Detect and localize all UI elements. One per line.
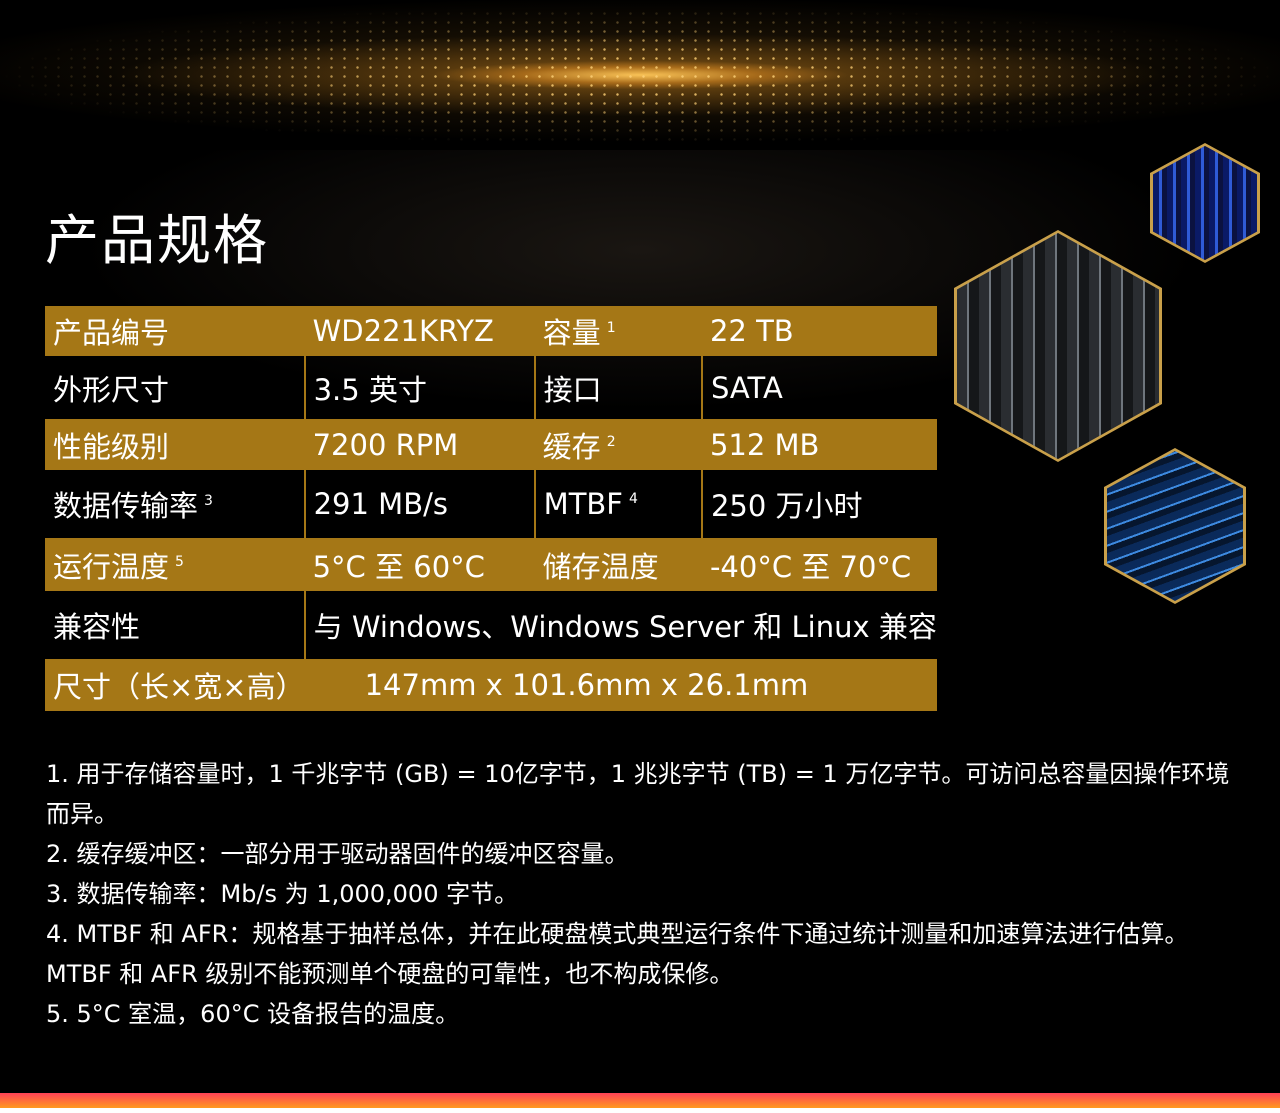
spec-row: 产品编号 WD221KRYZ 容量 1 22 TB bbox=[45, 306, 937, 356]
cell-text: SATA bbox=[710, 370, 783, 405]
spec-label: 缓存 2 bbox=[535, 419, 702, 470]
cell-text: 容量 bbox=[542, 316, 601, 350]
spec-value: -40°C 至 70°C bbox=[702, 538, 937, 591]
cell-text: 尺寸（长×宽×高） bbox=[53, 670, 305, 704]
spec-value: WD221KRYZ bbox=[305, 306, 535, 356]
cell-text: 250 万小时 bbox=[710, 489, 863, 523]
drive-array-image bbox=[1104, 448, 1246, 604]
spec-label: 容量 1 bbox=[535, 306, 702, 356]
cell-text: 外形尺寸 bbox=[53, 372, 170, 407]
cell-text: 与 Windows、Windows Server 和 Linux 兼容 bbox=[313, 610, 937, 644]
cell-text: 512 MB bbox=[709, 427, 820, 462]
spec-label: 产品编号 bbox=[45, 306, 305, 356]
spec-value: 250 万小时 bbox=[700, 470, 937, 538]
spec-value: 291 MB/s bbox=[303, 470, 535, 538]
cell-text: 性能级别 bbox=[53, 429, 170, 464]
footnote: 5. 5°C 室温，60°C 设备报告的温度。 bbox=[46, 1000, 460, 1028]
spec-label: 外形尺寸 bbox=[45, 356, 305, 419]
footnote-marker: 5 bbox=[175, 553, 184, 570]
spec-label: 兼容性 bbox=[45, 591, 305, 659]
footnote: 1. 用于存储容量时，1 千兆字节 (GB) = 10亿字节，1 兆兆字节 (T… bbox=[46, 760, 1230, 828]
spec-label: 运行温度 5 bbox=[45, 538, 305, 591]
cell-text: MTBF bbox=[543, 487, 623, 521]
footnote-marker: 4 bbox=[628, 491, 638, 508]
spec-value: 7200 RPM bbox=[305, 419, 535, 470]
spec-table: 产品编号 WD221KRYZ 容量 1 22 TB 外形尺寸 3.5 英寸 接口 SATA 性能级… bbox=[45, 306, 937, 711]
spec-row: 尺寸（长×宽×高） 147mm x 101.6mm x 26.1mm bbox=[45, 659, 937, 711]
cell-text: WD221KRYZ bbox=[312, 314, 494, 348]
spec-row: 兼容性 与 Windows、Windows Server 和 Linux 兼容 bbox=[45, 591, 937, 659]
sparkle-particles bbox=[0, 0, 1280, 170]
bottom-white-strip bbox=[0, 1108, 1280, 1113]
spec-value: SATA bbox=[700, 356, 937, 419]
spec-value: 5°C 至 60°C bbox=[305, 538, 535, 591]
spec-row: 外形尺寸 3.5 英寸 接口 SATA bbox=[45, 356, 937, 419]
cell-text: -40°C 至 70°C bbox=[709, 549, 912, 584]
spec-value: 147mm x 101.6mm x 26.1mm bbox=[305, 659, 937, 711]
cell-text: 接口 bbox=[543, 372, 602, 407]
footnote: 2. 缓存缓冲区：一部分用于驱动器固件的缓冲区容量。 bbox=[46, 840, 629, 868]
footnote-marker: 2 bbox=[606, 433, 616, 450]
cell-text: 数据传输率 bbox=[53, 489, 199, 523]
footnote: 3. 数据传输率：Mb/s 为 1,000,000 字节。 bbox=[46, 880, 519, 908]
spec-label: 性能级别 bbox=[45, 419, 305, 470]
spec-value: 512 MB bbox=[702, 419, 937, 470]
spec-label: 接口 bbox=[533, 356, 702, 419]
bottom-gradient-bar bbox=[0, 1093, 1280, 1108]
spec-row: 运行温度 5 5°C 至 60°C 储存温度 -40°C 至 70°C bbox=[45, 538, 937, 591]
spec-row: 数据传输率 3 291 MB/s MTBF 4 250 万小时 bbox=[45, 470, 937, 538]
cell-text: 22 TB bbox=[709, 314, 794, 348]
spec-value: 22 TB bbox=[702, 306, 937, 356]
cell-text: 产品编号 bbox=[53, 316, 170, 350]
footnote: 4. MTBF 和 AFR：规格基于抽样总体，并在此硬盘模式典型运行条件下通过统… bbox=[46, 920, 1189, 988]
cell-text: 3.5 英寸 bbox=[313, 372, 427, 407]
spec-row: 性能级别 7200 RPM 缓存 2 512 MB bbox=[45, 419, 937, 470]
cell-text: 运行温度 bbox=[53, 549, 170, 584]
cell-text: 7200 RPM bbox=[312, 427, 459, 462]
spec-label: 尺寸（长×宽×高） bbox=[45, 659, 305, 711]
spec-label: 数据传输率 3 bbox=[45, 470, 305, 538]
cell-text: 147mm x 101.6mm x 26.1mm bbox=[364, 668, 809, 702]
cell-text: 5°C 至 60°C bbox=[312, 549, 485, 584]
footnote-marker: 3 bbox=[204, 493, 213, 510]
page-title: 产品规格 bbox=[45, 209, 269, 272]
footnote-marker: 1 bbox=[606, 320, 616, 337]
cell-text: 储存温度 bbox=[542, 549, 659, 584]
spec-value: 3.5 英寸 bbox=[303, 356, 535, 419]
server-rack-image-blue bbox=[1150, 143, 1260, 263]
spec-value: 与 Windows、Windows Server 和 Linux 兼容 bbox=[303, 591, 937, 659]
spec-label: MTBF 4 bbox=[533, 470, 702, 538]
cell-text: 缓存 bbox=[542, 429, 601, 464]
spec-label: 储存温度 bbox=[535, 538, 702, 591]
cell-text: 291 MB/s bbox=[313, 487, 448, 521]
footnotes: 1. 用于存储容量时，1 千兆字节 (GB) = 10亿字节，1 兆兆字节 (T… bbox=[46, 754, 1246, 1034]
cell-text: 兼容性 bbox=[53, 610, 141, 644]
